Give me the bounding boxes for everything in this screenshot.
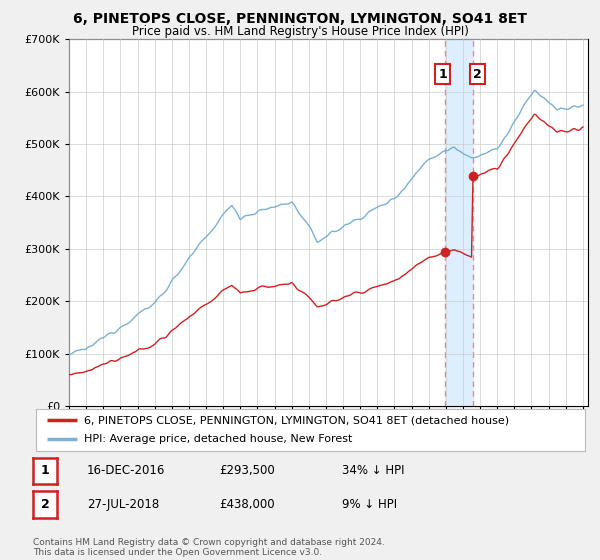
Text: 9% ↓ HPI: 9% ↓ HPI [342, 498, 397, 511]
Text: 1: 1 [438, 68, 447, 81]
Text: Price paid vs. HM Land Registry's House Price Index (HPI): Price paid vs. HM Land Registry's House … [131, 25, 469, 38]
Text: 6, PINETOPS CLOSE, PENNINGTON, LYMINGTON, SO41 8ET: 6, PINETOPS CLOSE, PENNINGTON, LYMINGTON… [73, 12, 527, 26]
Text: 27-JUL-2018: 27-JUL-2018 [87, 498, 159, 511]
Text: 2: 2 [473, 68, 482, 81]
Bar [445, 39, 473, 406]
Text: 16-DEC-2016: 16-DEC-2016 [87, 464, 166, 478]
Text: 1: 1 [41, 464, 50, 478]
Text: £293,500: £293,500 [219, 464, 275, 478]
Text: HPI: Average price, detached house, New Forest: HPI: Average price, detached house, New … [85, 435, 353, 445]
Text: 6, PINETOPS CLOSE, PENNINGTON, LYMINGTON, SO41 8ET (detached house): 6, PINETOPS CLOSE, PENNINGTON, LYMINGTON… [85, 415, 509, 425]
Text: 34% ↓ HPI: 34% ↓ HPI [342, 464, 404, 478]
Text: Contains HM Land Registry data © Crown copyright and database right 2024.
This d: Contains HM Land Registry data © Crown c… [33, 538, 385, 557]
Text: 2: 2 [41, 498, 50, 511]
Text: £438,000: £438,000 [219, 498, 275, 511]
